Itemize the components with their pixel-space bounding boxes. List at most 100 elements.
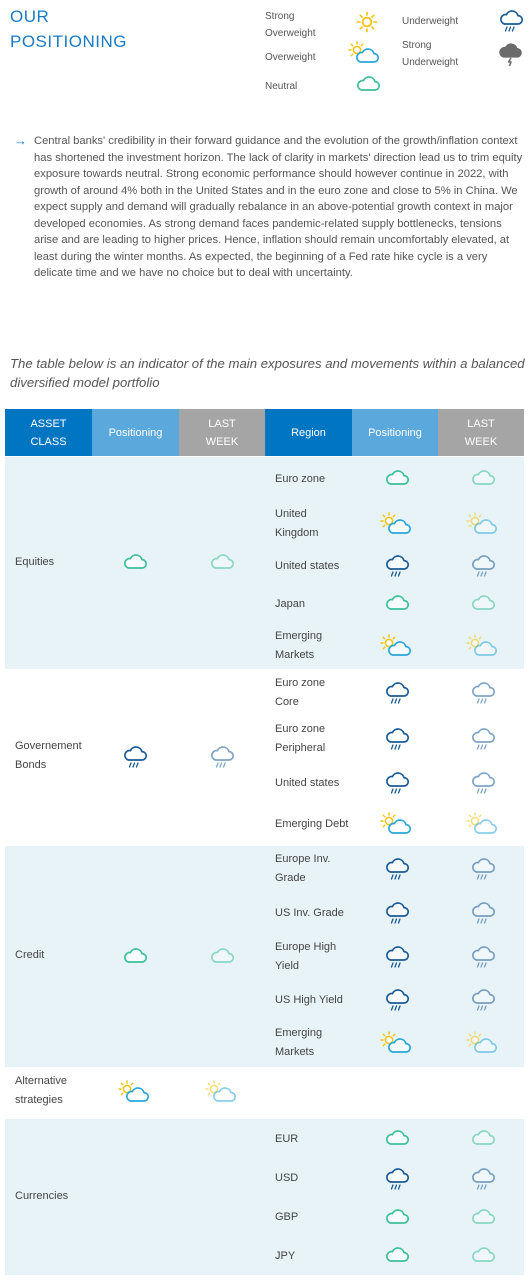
underweight-icon: [383, 1167, 411, 1198]
header-text: CLASS: [30, 435, 67, 448]
overweight-icon: [380, 512, 414, 541]
region-name: Emerging Debt: [275, 815, 348, 834]
underweight-icon: [469, 901, 497, 932]
underweight-icon: [383, 727, 411, 758]
header-text: WEEK: [205, 435, 239, 448]
cell-text: Governement: [15, 740, 82, 752]
overweight-icon: [466, 1031, 500, 1060]
intro-paragraph: → Central banks' credibility in their fo…: [14, 133, 524, 282]
group-band: [5, 457, 524, 669]
cell-text: Emerging Debt: [275, 817, 349, 830]
neutral-icon: [208, 551, 236, 578]
overweight-icon: [380, 634, 414, 663]
cell-text: Equities: [15, 555, 55, 568]
neutral-icon: [469, 1244, 497, 1271]
region-name: Euro zone Peripheral: [275, 720, 325, 758]
cell-text: EUR: [275, 1132, 299, 1145]
legend-overweight-label: Overweight: [265, 49, 316, 66]
underweight-icon: [469, 1167, 497, 1198]
header-text: Positioning: [108, 426, 163, 439]
neutral-icon: [383, 592, 411, 619]
region-name: Europe High Yield: [275, 938, 336, 976]
legend-strong-underweight-label: Strong Underweight: [402, 37, 458, 71]
region-name: Europe Inv. Grade: [275, 850, 330, 888]
table-caption: The table below is an indicator of the m…: [10, 356, 525, 390]
neutral-icon: [121, 945, 149, 972]
underweight-icon: [469, 727, 497, 758]
overweight-icon: [466, 812, 500, 841]
header-text: WEEK: [464, 435, 498, 448]
underweight-icon: [469, 988, 497, 1019]
neutral-icon: [383, 467, 411, 494]
header-region-positioning: Positioning: [352, 409, 438, 456]
region-name: JPY: [275, 1247, 295, 1266]
sun-icon: [356, 11, 378, 38]
cell-text: Alternative: [15, 1075, 67, 1087]
cell-text: Europe Inv.: [275, 853, 331, 865]
neutral-icon: [383, 1206, 411, 1233]
underweight-icon: [383, 901, 411, 932]
region-name: United states: [275, 774, 339, 793]
underweight-icon: [469, 945, 497, 976]
asset-class-name: Alternative strategies: [15, 1072, 67, 1110]
underweight-icon: [469, 771, 497, 802]
cell-text: GBP: [275, 1211, 299, 1223]
overweight-icon: [466, 634, 500, 663]
group-band: [5, 846, 524, 1067]
underweight-icon: [383, 771, 411, 802]
underweight-icon: [383, 554, 411, 585]
cell-text: Peripheral: [275, 742, 326, 754]
neutral-icon: [469, 592, 497, 619]
overweight-icon: [380, 812, 414, 841]
neutral-icon: [469, 1206, 497, 1233]
cell-text: strategies: [15, 1094, 63, 1106]
region-name: Emerging Markets: [275, 627, 322, 665]
region-name: Japan: [275, 595, 305, 614]
underweight-icon: [383, 857, 411, 888]
arrow-right-icon: →: [14, 133, 27, 148]
cell-text: Japan: [275, 597, 305, 610]
cell-text: Markets: [275, 1046, 315, 1058]
header-text: ASSET: [30, 417, 67, 430]
cell-text: Emerging: [275, 630, 323, 642]
cell-text: Credit: [15, 949, 45, 961]
region-name: Euro zone: [275, 470, 325, 489]
underweight-icon: [208, 745, 236, 776]
header-asset-class: ASSET CLASS: [5, 409, 92, 456]
title-line-1: OUR: [10, 7, 50, 26]
underweight-icon: [383, 988, 411, 1019]
underweight-icon: [383, 681, 411, 712]
cell-text: Europe High: [275, 941, 337, 953]
overweight-icon: [348, 41, 382, 70]
cell-text: Core: [275, 696, 299, 708]
region-name: Euro zone Core: [275, 674, 325, 712]
cell-text: United: [275, 508, 307, 520]
page-title: OUR POSITIONING: [10, 4, 210, 54]
cell-text: Euro zone: [275, 723, 326, 735]
neutral-icon: [383, 1127, 411, 1154]
group-band: [5, 1119, 524, 1275]
underweight-icon: [383, 945, 411, 976]
cell-text: Euro zone: [275, 472, 326, 485]
cell-text: Currencies: [15, 1189, 69, 1202]
underweight-icon: [121, 745, 149, 776]
intro-text: Central banks' credibility in their forw…: [34, 135, 523, 279]
region-name: Emerging Markets: [275, 1024, 322, 1062]
cell-text: Bonds: [15, 759, 47, 771]
cell-text: Grade: [275, 872, 306, 884]
legend-text: Strong: [402, 40, 432, 51]
neutral-icon: [383, 1244, 411, 1271]
legend-underweight-label: Underweight: [402, 13, 458, 30]
underweight-icon: [469, 681, 497, 712]
cell-text: Kingdom: [275, 527, 319, 539]
neutral-icon: [121, 551, 149, 578]
overweight-icon: [380, 1031, 414, 1060]
cell-text: Yield: [275, 960, 300, 972]
region-name: GBP: [275, 1208, 298, 1227]
overweight-icon: [466, 512, 500, 541]
cell-text: Emerging: [275, 1027, 323, 1039]
region-name: United Kingdom: [275, 505, 318, 543]
cell-text: JPY: [275, 1249, 296, 1262]
cell-text: US High Yield: [275, 993, 343, 1006]
legend-text: Strong: [265, 11, 295, 22]
